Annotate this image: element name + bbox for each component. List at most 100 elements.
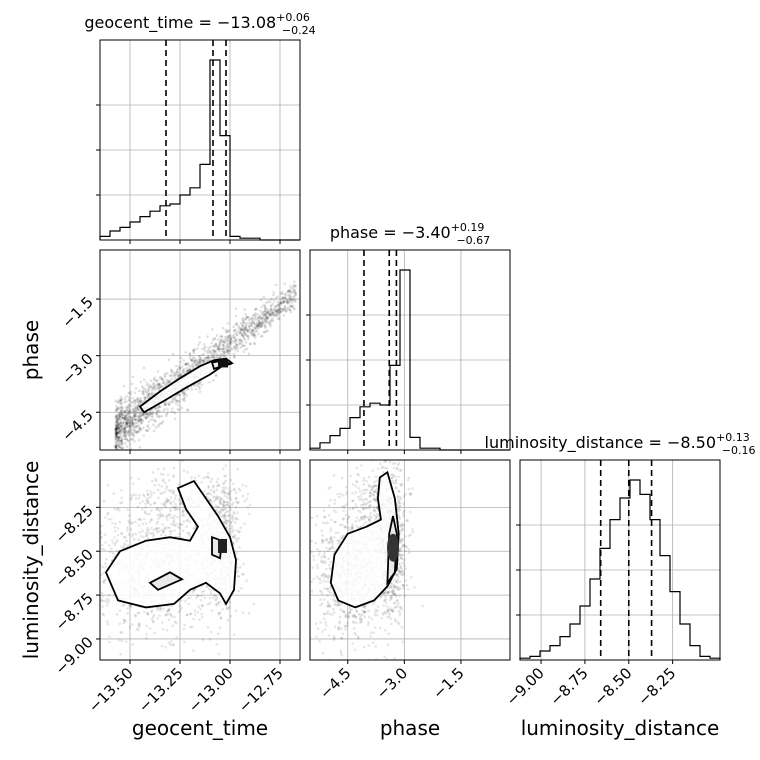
sample-point [402, 584, 405, 588]
sample-point [123, 435, 126, 438]
sample-point [336, 603, 340, 607]
sample-point [117, 439, 121, 442]
sample-point [231, 502, 235, 505]
sample-point [116, 418, 120, 422]
sample-point [192, 349, 195, 353]
sample-point [100, 535, 104, 539]
sample-point [386, 467, 389, 470]
sample-point [117, 431, 120, 435]
sample-point [174, 372, 177, 376]
sample-point [351, 527, 354, 530]
sample-point [155, 526, 159, 530]
sample-point [400, 607, 403, 611]
sample-point [129, 527, 133, 531]
sample-point [190, 476, 193, 479]
title-minus: −0.67 [456, 234, 490, 247]
sample-point [102, 571, 106, 575]
sample-point [138, 501, 142, 505]
sample-point [133, 413, 137, 417]
sample-point [115, 422, 119, 425]
sample-point [163, 500, 167, 503]
sample-point [389, 608, 392, 612]
sample-point [195, 384, 199, 388]
sample-point [159, 608, 162, 612]
sample-point [223, 481, 226, 485]
sample-point [134, 426, 138, 429]
sample-point [158, 614, 161, 617]
sample-point [148, 411, 152, 414]
sample-point [242, 321, 246, 324]
sample-point [118, 435, 122, 439]
sample-point [197, 605, 200, 608]
sample-point [114, 445, 117, 449]
sample-point [137, 451, 140, 454]
sample-point [115, 420, 118, 424]
sample-point [241, 316, 245, 320]
sample-point [255, 329, 259, 333]
sample-point [224, 479, 227, 483]
sample-point [126, 432, 129, 436]
sample-point [274, 313, 278, 317]
sample-point [152, 429, 156, 433]
sample-point [202, 342, 206, 346]
sample-point [114, 446, 118, 449]
sample-point [301, 600, 304, 603]
sample-point [277, 302, 280, 306]
sample-point [222, 344, 225, 347]
sample-point [264, 319, 267, 322]
sample-point [217, 632, 220, 636]
sample-point [334, 520, 337, 524]
sample-point [178, 393, 181, 396]
sample-point [118, 400, 122, 403]
title-plus: +0.19 [451, 221, 485, 234]
sample-point [149, 490, 152, 493]
sample-point [114, 430, 118, 433]
sample-point [142, 517, 146, 521]
sample-point [409, 493, 413, 496]
scatter-panel-phase-vs-luminosity-distance [301, 459, 511, 661]
sample-point [142, 392, 145, 396]
sample-point [97, 600, 100, 603]
sample-point [170, 489, 174, 492]
sample-point [96, 558, 99, 561]
sample-point [198, 358, 201, 361]
sample-point [400, 570, 403, 574]
sample-point [115, 452, 118, 455]
sample-point [387, 609, 390, 613]
sample-point [159, 385, 163, 389]
sample-point [156, 370, 160, 373]
sample-point [284, 296, 288, 299]
sample-point [127, 409, 131, 412]
sample-point [128, 399, 131, 403]
sample-point [390, 609, 394, 613]
sample-point [384, 460, 388, 463]
sample-point [259, 314, 262, 317]
sample-point [352, 627, 356, 630]
sample-point [135, 627, 139, 631]
sample-point [173, 375, 177, 378]
sample-point [244, 313, 247, 316]
sample-point [224, 503, 228, 507]
sample-point [100, 598, 103, 601]
sample-point [171, 374, 175, 377]
sample-point [397, 553, 401, 557]
sample-point [352, 621, 356, 624]
sample-point [238, 339, 241, 343]
sample-point [330, 537, 333, 541]
sample-point [185, 388, 188, 391]
sample-point [320, 555, 323, 559]
sample-point [367, 644, 371, 647]
sample-point [134, 415, 137, 419]
sample-point [125, 394, 128, 398]
sample-point [126, 406, 129, 410]
sample-point [277, 308, 281, 312]
sample-point [225, 339, 228, 343]
sample-point [271, 317, 274, 320]
sample-point [279, 310, 283, 314]
sample-point [322, 580, 325, 583]
sample-point [183, 392, 187, 396]
sample-point [119, 421, 123, 425]
sample-point [115, 435, 119, 438]
sample-point [150, 526, 153, 530]
sample-point [136, 400, 140, 403]
